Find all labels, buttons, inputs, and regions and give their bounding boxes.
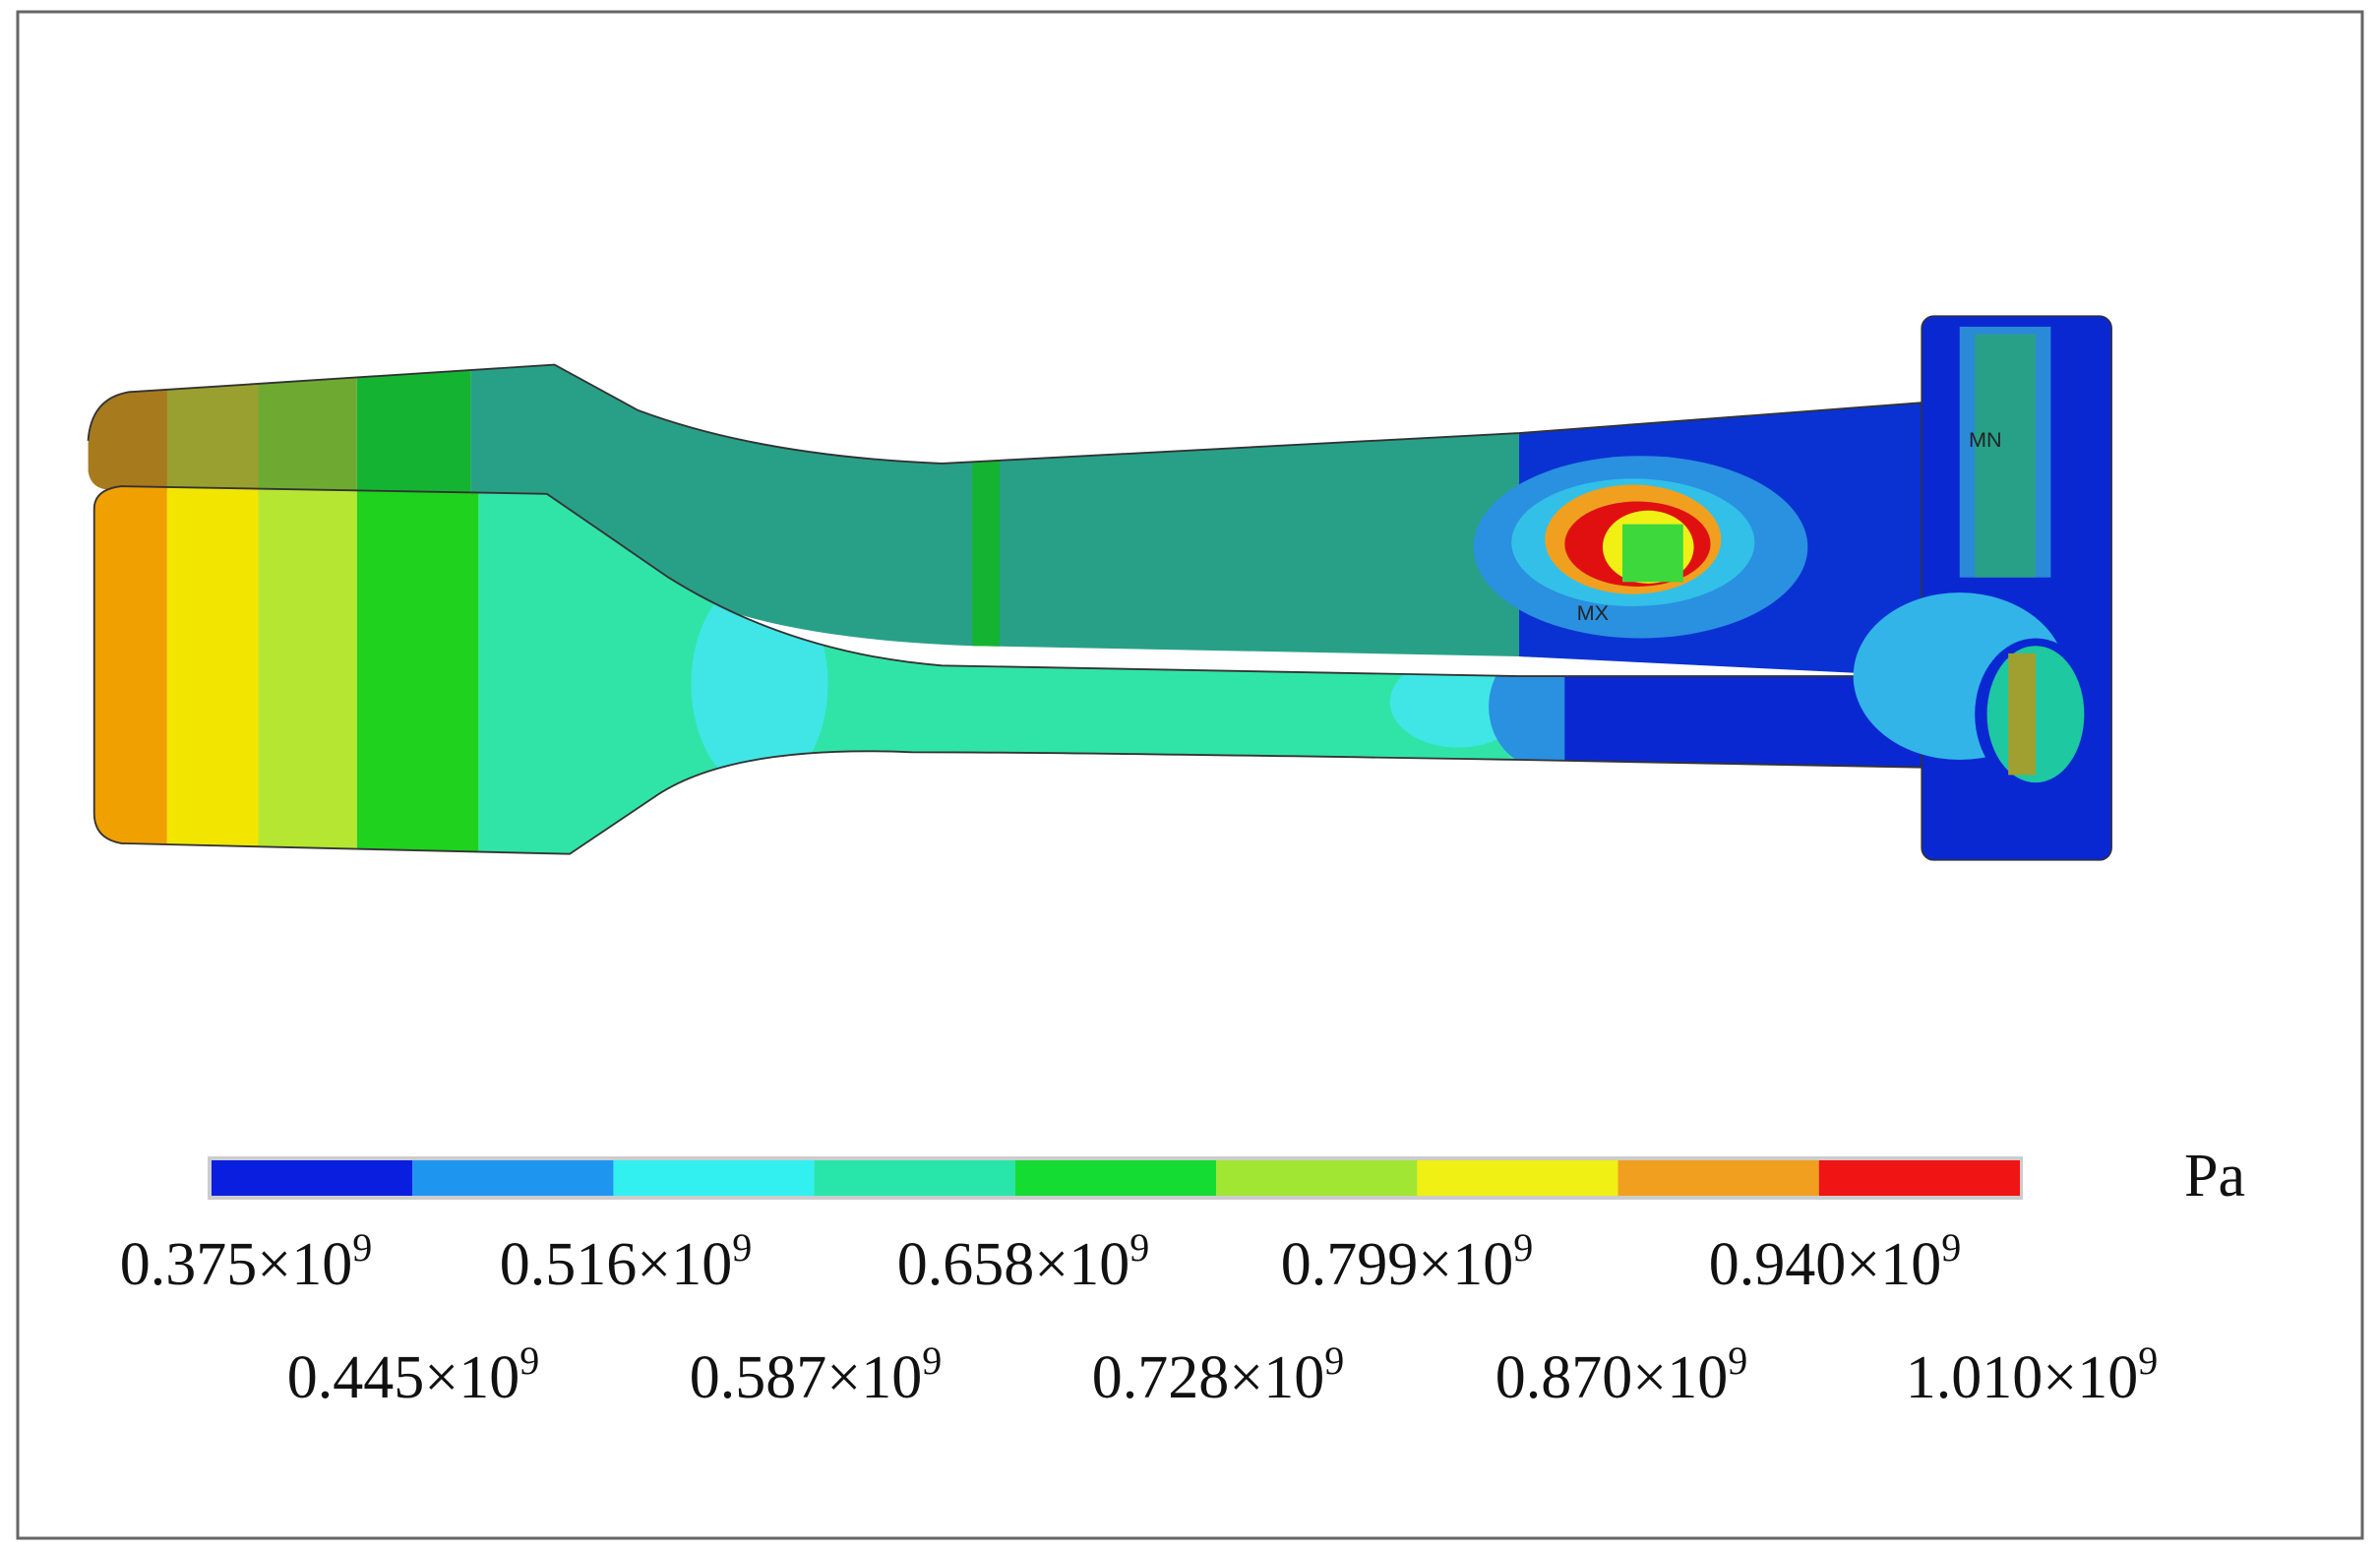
legend-unit: Pa <box>2184 1143 2245 1210</box>
legend-label: 0.516×109 <box>500 1225 752 1298</box>
label-exponent: 9 <box>922 1338 942 1383</box>
label-mantissa: 0.799×10 <box>1281 1231 1513 1298</box>
legend-label: 0.728×109 <box>1092 1338 1344 1411</box>
label-exponent: 9 <box>1513 1225 1533 1270</box>
label-exponent: 9 <box>519 1338 539 1383</box>
label-exponent: 9 <box>1728 1338 1747 1383</box>
label-exponent: 9 <box>732 1225 752 1270</box>
label-mantissa: 0.375×10 <box>120 1231 352 1298</box>
label-mantissa: 0.445×10 <box>287 1344 519 1411</box>
label-exponent: 9 <box>352 1225 372 1270</box>
legend-label: 0.375×109 <box>120 1225 372 1298</box>
label-exponent: 9 <box>1129 1225 1149 1270</box>
label-mantissa: 0.940×10 <box>1709 1231 1941 1298</box>
label-mantissa: 1.010×10 <box>1906 1344 2138 1411</box>
label-mantissa: 0.587×10 <box>690 1344 922 1411</box>
legend-label: 0.940×109 <box>1709 1225 1961 1298</box>
legend-swatch <box>1216 1160 1418 1196</box>
legend-swatch <box>1014 1160 1217 1196</box>
legend-label: 0.445×109 <box>287 1338 539 1411</box>
legend-label: 0.658×109 <box>897 1225 1149 1298</box>
legend-swatch <box>212 1160 413 1196</box>
min-marker: MN <box>1969 427 2002 452</box>
legend-label: 0.799×109 <box>1281 1225 1533 1298</box>
legend-swatch <box>1417 1160 1618 1196</box>
max-marker: MX <box>1577 600 1609 625</box>
label-mantissa: 0.728×10 <box>1092 1344 1324 1411</box>
legend: Pa 0.375×109 0.516×109 0.658×109 0.799×109 0… <box>120 1143 2245 1411</box>
label-mantissa: 0.870×10 <box>1495 1344 1728 1411</box>
legend-swatch <box>613 1160 815 1196</box>
legend-label: 0.587×109 <box>690 1338 942 1411</box>
label-exponent: 9 <box>1941 1225 1961 1270</box>
legend-swatch <box>814 1160 1015 1196</box>
label-exponent: 9 <box>1324 1338 1344 1383</box>
legend-label: 1.010×109 <box>1906 1338 2158 1411</box>
label-mantissa: 0.516×10 <box>500 1231 732 1298</box>
legend-label: 0.870×109 <box>1495 1338 1747 1411</box>
legend-swatch <box>1617 1160 1819 1196</box>
label-exponent: 9 <box>2138 1338 2158 1383</box>
legend-swatch <box>412 1160 614 1196</box>
label-mantissa: 0.658×10 <box>897 1231 1129 1298</box>
legend-swatch <box>1818 1160 2020 1196</box>
